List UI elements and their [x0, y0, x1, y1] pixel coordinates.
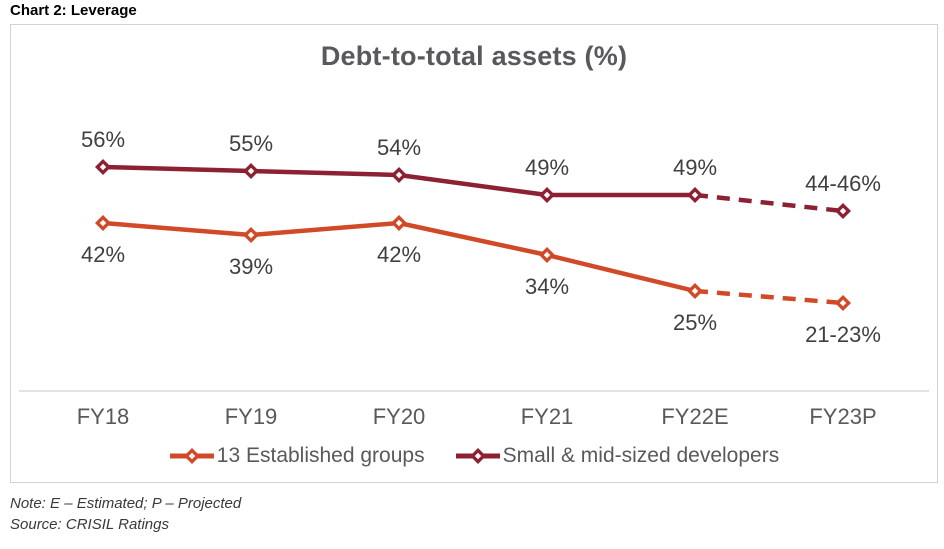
x-axis-label: FY21	[521, 404, 574, 429]
diamond-marker	[543, 251, 551, 259]
line-chart-plot: FY18 FY19 FY20 FY21 FY22E FY23P 42% 39% 42% 34% 25…	[19, 127, 929, 429]
data-label: 21-23%	[805, 322, 881, 347]
data-label: 49%	[525, 155, 569, 180]
legend: 13 Established groups Small & mid-sized …	[11, 444, 937, 468]
data-label: 42%	[377, 242, 421, 267]
data-label: 39%	[229, 254, 273, 279]
data-label: 49%	[673, 155, 717, 180]
diamond-marker	[99, 219, 107, 227]
source-line: Source: CRISIL Ratings	[10, 516, 169, 533]
data-label: 44-46%	[805, 171, 881, 196]
data-label: 56%	[81, 127, 125, 152]
chart-frame: Debt-to-total assets (%) FY18 FY19 FY20 FY2…	[10, 24, 938, 483]
chart-heading: Chart 2: Leverage	[10, 2, 137, 19]
diamond-marker	[839, 299, 847, 307]
diamond-marker	[543, 191, 551, 199]
legend-item-established-groups: 13 Established groups	[169, 444, 425, 468]
data-label: 25%	[673, 310, 717, 335]
legend-item-small-mid-developers: Small & mid-sized developers	[455, 444, 780, 468]
footnotes: Note: E – Estimated; P – Projected Sourc…	[10, 493, 241, 535]
diamond-marker	[691, 191, 699, 199]
data-label: 54%	[377, 135, 421, 160]
x-axis-label: FY19	[225, 404, 278, 429]
diamond-marker	[188, 452, 195, 460]
diamond-marker	[247, 167, 255, 175]
legend-line-diamond-icon	[169, 448, 214, 464]
x-axis-label: FY20	[373, 404, 426, 429]
series-line-dashed	[694, 192, 844, 214]
diamond-marker	[691, 287, 699, 295]
series-line-dashed	[694, 288, 844, 306]
x-axis-label: FY22E	[661, 404, 728, 429]
data-label: 34%	[525, 274, 569, 299]
legend-label-established-groups: 13 Established groups	[216, 444, 425, 467]
data-label: 42%	[81, 242, 125, 267]
x-axis-label: FY23P	[809, 404, 876, 429]
diamond-marker	[395, 219, 403, 227]
legend-label-small-mid-developers: Small & mid-sized developers	[502, 444, 780, 467]
data-label: 55%	[229, 131, 273, 156]
diamond-marker	[839, 207, 847, 215]
chart-title: Debt-to-total assets (%)	[320, 41, 628, 71]
legend-line-diamond-icon	[455, 448, 500, 464]
diamond-marker	[474, 452, 481, 460]
note-line: Note: E – Estimated; P – Projected	[10, 495, 242, 512]
x-axis-label: FY18	[77, 404, 130, 429]
diamond-marker	[247, 231, 255, 239]
